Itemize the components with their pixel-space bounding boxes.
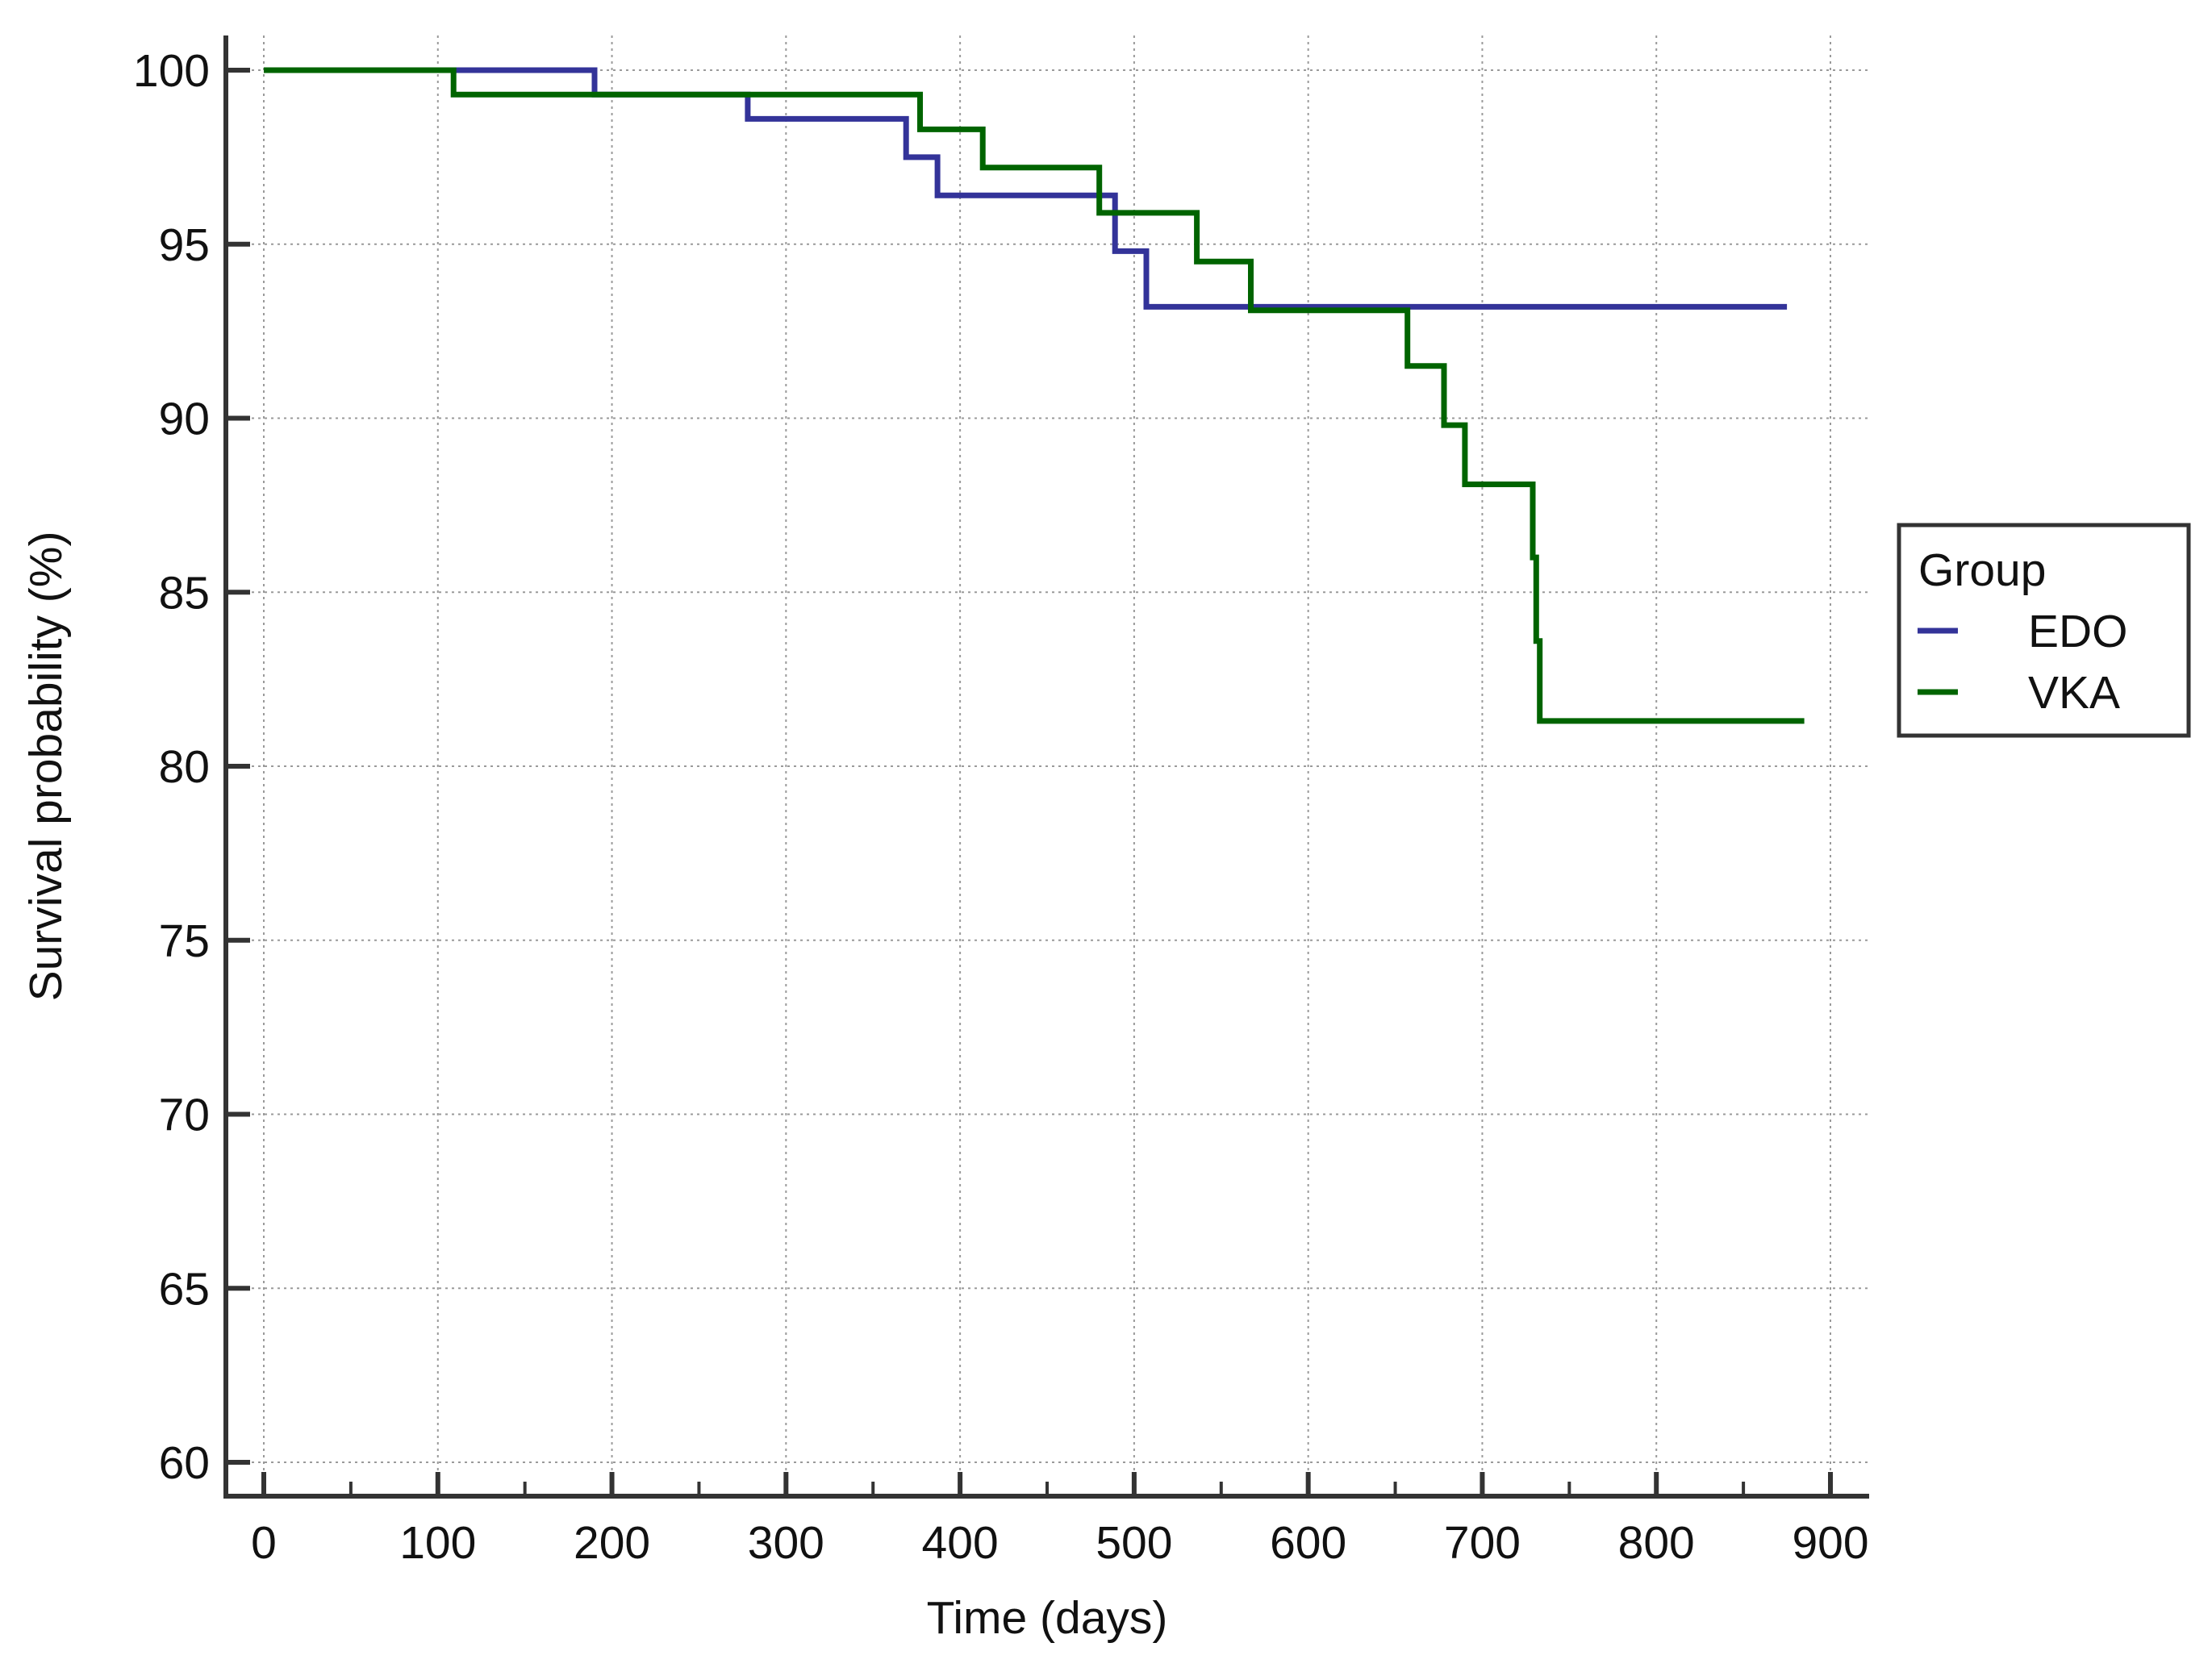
series-line-vka [264, 67, 1805, 724]
legend-title: Group [1918, 544, 2046, 596]
x-tick-label: 200 [574, 1517, 650, 1569]
y-axis-title: Survival probability (%) [20, 532, 72, 1002]
x-tick-label: 400 [922, 1517, 999, 1569]
x-tick-label: 900 [1792, 1517, 1868, 1569]
x-tick-label: 100 [399, 1517, 476, 1569]
y-tick-label: 90 [159, 394, 210, 445]
tick-labels: 0 100 200 300 400 500 600 700 800 900 60 65 70 75 80 85… [133, 45, 1869, 1569]
legend: Group EDO VKA [1897, 523, 2191, 738]
y-tick-label: 65 [159, 1263, 210, 1315]
axes [223, 35, 1869, 1499]
x-tick-label: 0 [251, 1517, 277, 1569]
y-tick-label: 60 [159, 1437, 210, 1489]
series-line-edo [264, 67, 1788, 310]
legend-label-edo: EDO [2028, 606, 2128, 657]
grid-lines [226, 35, 1869, 1496]
series-lines [264, 67, 1805, 724]
x-tick-label: 800 [1618, 1517, 1695, 1569]
legend-label-vka: VKA [2028, 667, 2120, 719]
y-tick-label: 100 [133, 45, 210, 97]
y-tick-label: 70 [159, 1090, 210, 1141]
y-tick-label: 85 [159, 567, 210, 619]
x-tick-label: 700 [1444, 1517, 1521, 1569]
y-tick-label: 80 [159, 741, 210, 793]
y-tick-label: 75 [159, 915, 210, 967]
x-tick-label: 300 [748, 1517, 824, 1569]
y-tick-label: 95 [159, 219, 210, 271]
x-tick-label: 600 [1270, 1517, 1346, 1569]
x-axis-title: Time (days) [927, 1592, 1168, 1644]
x-tick-label: 500 [1096, 1517, 1172, 1569]
